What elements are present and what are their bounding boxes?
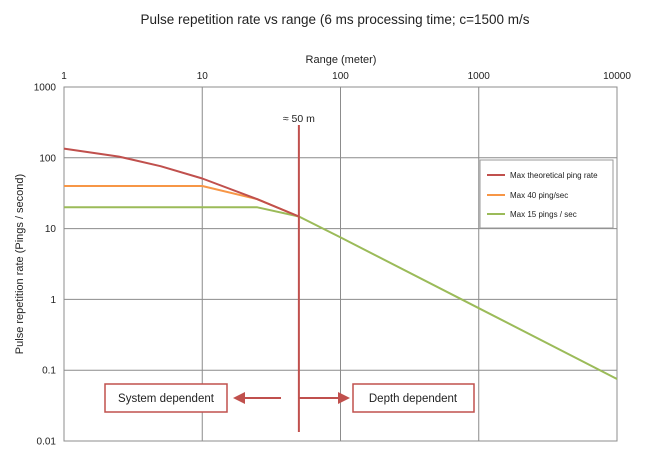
chart-title: Pulse repetition rate vs range (6 ms pro… (140, 12, 529, 27)
x-tick-label: 1 (61, 71, 67, 82)
legend: Max theoretical ping rate Max 40 ping/se… (479, 159, 614, 229)
y-tick-label: 0.01 (37, 437, 57, 448)
series-line (63, 147, 300, 218)
legend-label-2: Max 15 pings / sec (510, 210, 577, 219)
x-tick-label: 100 (332, 71, 349, 82)
x-axis-title: Range (meter) (306, 54, 377, 66)
left-arrow-head (233, 392, 245, 404)
system-dependent-label: System dependent (118, 393, 215, 405)
right-arrow-head (338, 392, 350, 404)
y-tick-label: 10 (45, 224, 57, 235)
legend-label-1: Max 40 ping/sec (510, 191, 568, 200)
y-tick-label: 100 (39, 153, 56, 164)
x-axis-ticks: 1 10 100 1000 10000 (61, 71, 631, 82)
x-tick-label: 10000 (603, 71, 631, 82)
y-axis-title: Pulse repetition rate (Pings / second) (14, 174, 26, 354)
x-tick-label: 10 (197, 71, 209, 82)
y-axis-ticks: 0.01 0.1 1 10 100 1000 (34, 83, 57, 448)
x-tick-label: 1000 (468, 71, 491, 82)
y-tick-label: 1 (50, 295, 56, 306)
y-tick-label: 0.1 (42, 366, 56, 377)
y-tick-label: 1000 (34, 83, 57, 94)
legend-label-0: Max theoretical ping rate (510, 171, 598, 180)
depth-dependent-box (352, 383, 475, 413)
depth-dependent-label: Depth dependent (369, 393, 458, 405)
grid (64, 87, 617, 441)
threshold-label: ≈ 50 m (283, 113, 315, 125)
system-dependent-box (104, 383, 228, 413)
